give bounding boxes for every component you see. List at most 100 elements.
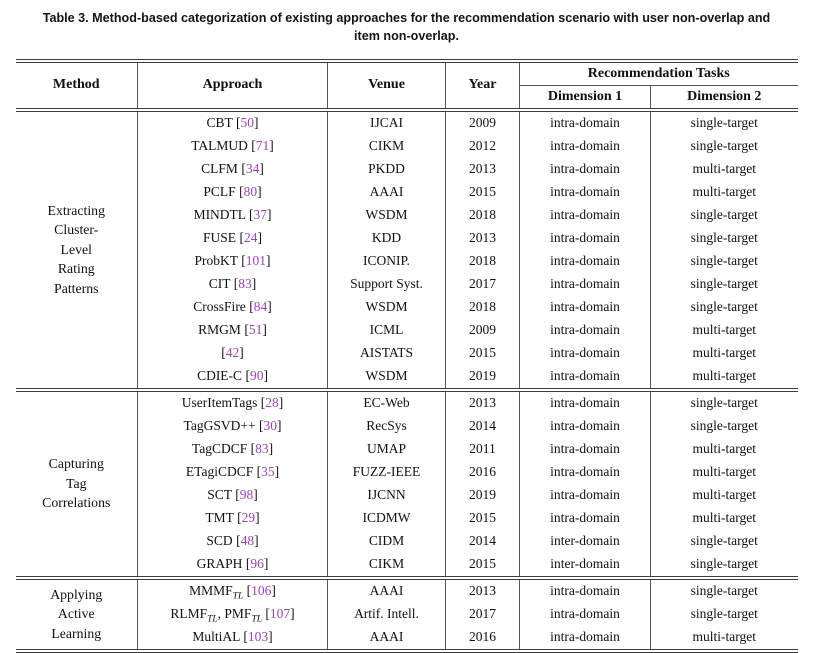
dimension-2-cell: multi-target (650, 460, 798, 484)
table-row: TALMUD [71] CIKM 2012 intra-domain single-ta… (16, 134, 798, 158)
dimension-2-cell: single-target (650, 602, 798, 626)
approach-cell: TagCDCF [83] (137, 437, 328, 461)
year-cell: 2015 (445, 506, 520, 530)
year-cell: 2018 (445, 203, 520, 227)
header-row-1: Method Approach Venue Year Recommendatio… (16, 60, 798, 110)
method-line: Capturing (48, 456, 104, 472)
citation-number: 106 (251, 583, 272, 598)
venue-cell: CIKM (327, 134, 446, 158)
method-group: Extracting Cluster- Level Rating Patterns CBT… (16, 109, 798, 390)
dimension-1-cell: intra-domain (519, 109, 651, 135)
dimension-2-cell: multi-target (650, 341, 798, 365)
dimension-2-cell: single-target (650, 249, 798, 273)
year-cell: 2016 (445, 625, 520, 651)
dimension-2-cell: single-target (650, 414, 798, 438)
method-group: Capturing Tag Correlations UserItemTags [28… (15, 389, 798, 578)
venue-cell: ICDMW (327, 506, 446, 530)
col-header-method: Method (52, 77, 100, 92)
table-row: RMGM [51] ICML 2009 intra-domain multi-targe… (16, 318, 798, 342)
citation-number: 71 (255, 138, 270, 153)
dimension-2-cell: single-target (650, 109, 798, 135)
approach-cell: RLMFTL, PMFTL [107] (137, 602, 328, 626)
table-row: Capturing Tag Correlations UserItemTags [28… (16, 389, 798, 510)
method-line: Level (60, 241, 92, 257)
approach-cell: CDIE-C [90] (137, 364, 328, 390)
col-header-dimension-1: Dimension 1 (519, 85, 651, 110)
dimension-2-cell: multi-target (650, 157, 798, 181)
dimension-1-cell: intra-domain (519, 134, 651, 158)
year-cell: 2019 (445, 364, 520, 390)
dimension-2-cell: multi-target (650, 318, 798, 342)
col-header-recommendation-tasks: Recommendation Tasks (519, 60, 798, 86)
method-line: Tag (66, 475, 87, 491)
table-row: TagGSVD++ [30] RecSys 2014 intra-domain sing… (16, 414, 798, 438)
venue-cell: KDD (327, 226, 446, 250)
year-cell: 2013 (445, 389, 520, 415)
venue-cell: CIKM (327, 552, 446, 578)
approach-cell: PCLF [80] (137, 180, 328, 204)
table-row: CIT [83] Support Syst. 2017 intra-domain sin… (16, 272, 798, 296)
dimension-1-cell: intra-domain (519, 437, 651, 461)
dimension-1-cell: intra-domain (519, 389, 651, 415)
table-row: TagCDCF [83] UMAP 2011 intra-domain multi-ta… (16, 437, 798, 461)
table-row: [42] AISTATS 2015 intra-domain multi-target (16, 341, 798, 365)
year-cell: 2013 (445, 157, 520, 181)
citation-number: 42 (225, 345, 240, 360)
citation-number: 28 (265, 395, 279, 410)
venue-cell: ICML (327, 318, 446, 342)
method-cell: Extracting Cluster- Level Rating Patterns (16, 110, 138, 390)
venue-cell: WSDM (327, 295, 446, 319)
dimension-1-cell: intra-domain (519, 157, 651, 181)
citation-number: 50 (240, 115, 254, 130)
venue-cell: Support Syst. (327, 272, 446, 296)
venue-cell: AISTATS (327, 341, 446, 365)
dimension-1-cell: intra-domain (519, 414, 651, 438)
dimension-2-cell: single-target (650, 389, 798, 415)
venue-cell: WSDM (327, 364, 446, 390)
dimension-1-cell: intra-domain (519, 249, 651, 273)
dimension-1-cell: intra-domain (519, 602, 651, 626)
dimension-2-cell: single-target (650, 203, 798, 227)
approach-cell: MMMFTL [106] (137, 577, 328, 603)
year-cell: 2012 (445, 134, 520, 158)
venue-cell: RecSys (327, 414, 446, 438)
method-line: Extracting (47, 202, 105, 218)
citation-number: 96 (250, 556, 264, 571)
approach-cell: MINDTL [37] (137, 203, 328, 227)
venue-cell: AAAI (327, 625, 446, 651)
year-cell: 2015 (445, 341, 520, 365)
year-cell: 2019 (445, 483, 520, 507)
method-line: Applying (50, 586, 103, 602)
table-header: Method Approach Venue Year Recommendatio… (15, 60, 798, 110)
dimension-1-cell: inter-domain (519, 552, 651, 578)
approach-cell: TagGSVD++ [30] (137, 414, 328, 438)
year-cell: 2013 (445, 577, 520, 603)
year-cell: 2009 (445, 109, 520, 135)
venue-cell: IJCAI (327, 109, 446, 135)
citation-number: 29 (241, 510, 256, 525)
table-row: CrossFire [84] WSDM 2018 intra-domain single… (16, 295, 798, 319)
approach-cell: FUSE [24] (137, 226, 328, 250)
col-header-year: Year (445, 60, 520, 110)
dimension-2-cell: multi-target (650, 483, 798, 507)
year-cell: 2018 (445, 295, 520, 319)
subscript: TL (207, 614, 218, 625)
dimension-1-cell: intra-domain (519, 226, 651, 250)
approach-cell: CrossFire [84] (137, 295, 328, 319)
dimension-1-cell: intra-domain (519, 203, 651, 227)
approach-cell: TALMUD [71] (137, 134, 328, 158)
dimension-2-cell: single-target (650, 272, 798, 296)
method-cell: Capturing Tag Correlations (16, 390, 138, 578)
dimension-1-cell: intra-domain (519, 364, 651, 390)
approach-cell: SCT [98] (137, 483, 328, 507)
citation-number: 24 (243, 230, 258, 245)
venue-cell: WSDM (327, 203, 446, 227)
dimension-2-cell: single-target (650, 552, 798, 578)
citation-number: 83 (255, 441, 269, 456)
year-cell: 2011 (445, 437, 520, 461)
table-row: CLFM [34] PKDD 2013 intra-domain multi-targe… (16, 157, 798, 181)
table-row: ProbKT [101] ICONIP. 2018 intra-domain singl… (16, 249, 798, 273)
dimension-1-cell: intra-domain (519, 460, 651, 484)
method-line: Correlations (42, 495, 111, 511)
approach-cell: ProbKT [101] (137, 249, 328, 273)
